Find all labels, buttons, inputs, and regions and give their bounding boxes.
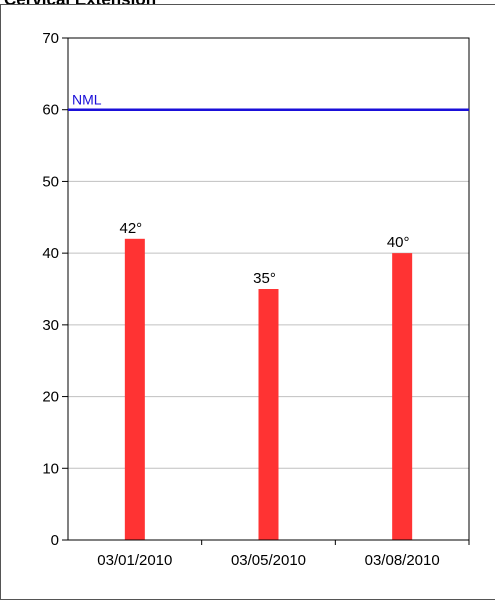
axes — [62, 37, 470, 545]
data-label: 40° — [387, 234, 410, 251]
reference-line-group: NML — [68, 92, 469, 111]
y-tick-label: 0 — [51, 532, 59, 549]
x-tick-label: 03/01/2010 — [97, 552, 172, 569]
y-tick-label: 20 — [42, 389, 59, 406]
y-tick-label: 50 — [42, 173, 59, 190]
y-tick-label: 30 — [42, 317, 59, 334]
bar — [392, 253, 413, 540]
data-label: 35° — [253, 270, 276, 287]
y-tick-label: 40 — [42, 245, 59, 262]
y-tick-label: 60 — [42, 102, 59, 119]
y-tick-label: 10 — [42, 460, 59, 477]
bar — [258, 289, 279, 540]
x-tick-label: 03/08/2010 — [365, 552, 440, 569]
bar — [124, 238, 145, 541]
data-label: 42° — [119, 220, 142, 237]
labels: 0 10 20 30 40 50 60 70 42° 03/01/2010 35° 03/05/201… — [42, 30, 439, 569]
chart-frame — [0, 4, 495, 600]
bars — [124, 238, 413, 541]
plot-border — [67, 37, 470, 541]
reference-line-label: NML — [72, 92, 102, 108]
y-tick-label: 70 — [42, 30, 59, 47]
x-tick-label: 03/05/2010 — [231, 552, 306, 569]
